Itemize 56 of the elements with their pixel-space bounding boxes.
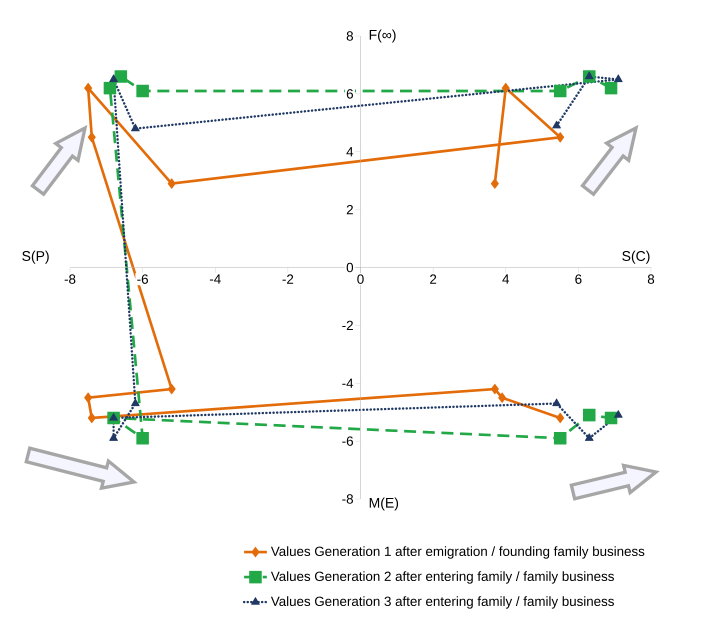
annotation: S(C) (622, 250, 650, 264)
point (490, 384, 499, 394)
y-tick-label: -8 (342, 494, 353, 504)
point (490, 178, 499, 189)
y-tick-label: 8 (346, 31, 353, 41)
point (136, 432, 149, 444)
legend-label: Values Generation 3 after entering family / family business (270, 596, 614, 609)
point (114, 70, 128, 83)
x-tick-label: -6 (137, 274, 148, 284)
point (168, 178, 176, 189)
x-tick-label: 6 (575, 274, 582, 284)
point (84, 392, 92, 403)
y-tick-label: 4 (346, 147, 354, 156)
text: S(P) (22, 250, 49, 264)
point (584, 72, 594, 80)
x-tick-label: 0 (357, 274, 364, 284)
x-tick-label: -4 (210, 274, 221, 284)
point (88, 412, 96, 424)
point (109, 74, 118, 82)
point (554, 84, 566, 98)
y-tick-label: -2 (342, 320, 353, 330)
x-tick-label: 2 (430, 274, 436, 284)
point (104, 82, 116, 94)
annotation: F(∞) (370, 29, 396, 43)
point (502, 82, 510, 94)
point (584, 433, 594, 441)
y-tick-label: 6 (346, 89, 353, 99)
point (131, 398, 140, 406)
point (168, 384, 176, 394)
x-tick-label: -8 (64, 274, 76, 284)
point (552, 398, 561, 406)
point (556, 132, 564, 142)
point (604, 412, 618, 424)
legend-label: Values Generation 2 after entering family / family business (270, 571, 614, 584)
point (88, 132, 96, 142)
point (604, 82, 618, 94)
y-tick-label: -4 (342, 378, 354, 388)
legend-label: Values Generation 1 after emigration / founding family business (270, 546, 644, 559)
point (582, 408, 596, 422)
point (109, 413, 118, 421)
y-tick-label: 2 (346, 204, 353, 214)
annotation: M(E) (370, 497, 398, 511)
x-tick-label: -2 (282, 274, 294, 284)
point (556, 412, 564, 424)
point (614, 74, 623, 82)
x-tick-label: 4 (502, 274, 510, 284)
point (131, 124, 140, 132)
point (136, 84, 149, 98)
point (498, 392, 506, 403)
y-tick-label: 0 (346, 262, 354, 272)
x-tick-label: 8 (648, 274, 654, 284)
point (614, 410, 623, 418)
point (552, 120, 561, 128)
y-tick-label: -6 (342, 436, 353, 446)
point (84, 82, 92, 94)
point (554, 432, 566, 444)
